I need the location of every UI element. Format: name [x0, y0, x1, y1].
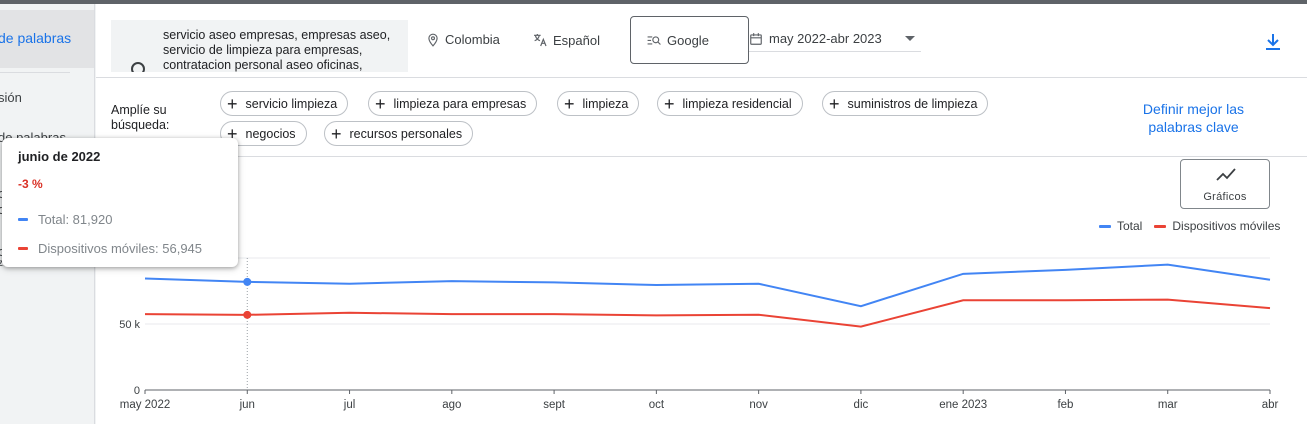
- x-tick-label: nov: [749, 399, 768, 411]
- chip-label: recursos personales: [349, 126, 463, 141]
- engine-label: Google: [667, 33, 709, 48]
- x-tick-label: feb: [1057, 399, 1073, 411]
- legend-label: Dispositivos móviles: [1172, 219, 1281, 233]
- chevron-down-icon: [905, 36, 915, 41]
- series-line-mobile: [144, 298, 1271, 328]
- tooltip-value: Dispositivos móviles: 56,945: [38, 241, 203, 256]
- tooltip-value: Total: 81,920: [38, 212, 113, 227]
- x-tick-label: abr: [1262, 399, 1279, 411]
- refine-keywords-link[interactable]: Definir mejor las palabras clave: [1142, 101, 1245, 135]
- date-range-label: may 2022-abr 2023: [769, 31, 882, 46]
- legend-swatch: [1154, 225, 1167, 229]
- chip-limpieza[interactable]: + limpieza: [557, 91, 640, 116]
- location-pin-icon: [428, 33, 438, 47]
- chart-tooltip: junio de 2022 -3 % Total: 81,920 Disposi…: [2, 138, 238, 267]
- chip-label: limpieza para empresas: [393, 96, 527, 111]
- graficos-label: Gráficos: [1203, 191, 1247, 203]
- x-tick-label: dic: [854, 399, 869, 411]
- search-engine-icon: [647, 35, 661, 45]
- y-tick-label: 0: [134, 385, 140, 397]
- tooltip-row-total: Total: 81,920: [18, 212, 112, 227]
- translate-icon: [534, 34, 547, 47]
- download-icon[interactable]: [1261, 30, 1285, 54]
- tooltip-swatch: [18, 247, 28, 250]
- chip-limpieza-residencial[interactable]: + limpieza residencial: [657, 91, 803, 116]
- sidebar-item-label: de palabras: [0, 30, 72, 46]
- search-icon: [131, 62, 145, 72]
- tooltip-row-mobile: Dispositivos móviles: 56,945: [18, 241, 202, 256]
- location-label: Colombia: [445, 32, 500, 47]
- legend-swatch: [1099, 225, 1111, 229]
- chip-label: negocios: [245, 126, 296, 141]
- refine-label: Amplíe su búsqueda:: [111, 103, 170, 132]
- plus-icon: +: [227, 123, 238, 144]
- x-tick-label: jul: [343, 399, 356, 411]
- chip-limpieza-para-empresas[interactable]: + limpieza para empresas: [368, 91, 538, 116]
- chip-label: limpieza residencial: [682, 96, 792, 111]
- top-bar: [0, 0, 1307, 4]
- language-label: Español: [553, 32, 600, 48]
- graficos-button[interactable]: Gráficos: [1180, 159, 1270, 209]
- chip-label: limpieza: [582, 96, 629, 111]
- x-tick-label: ago: [442, 399, 461, 411]
- engine-selector[interactable]: Google: [630, 16, 749, 64]
- x-tick-label: sept: [543, 399, 566, 411]
- plus-icon: +: [564, 93, 575, 114]
- series-point-highlight: [243, 310, 252, 319]
- chip-label: servicio limpieza: [245, 96, 338, 111]
- x-tick-label: jun: [239, 399, 255, 411]
- location-selector[interactable]: Colombia: [426, 32, 500, 47]
- tooltip-change: -3 %: [18, 177, 43, 191]
- x-tick-label: may 2022: [120, 399, 171, 411]
- chip-suministros-de-limpieza[interactable]: + suministros de limpieza: [822, 91, 989, 116]
- plus-icon: +: [331, 123, 342, 144]
- plus-icon: +: [664, 93, 675, 114]
- line-chart-icon: [1216, 168, 1236, 181]
- search-header: servicio aseo empresas, empresas aseo, s…: [96, 4, 1307, 78]
- keyword-text: servicio aseo empresas, empresas aseo, s…: [163, 28, 391, 72]
- main-panel: servicio aseo empresas, empresas aseo, s…: [96, 4, 1307, 424]
- y-tick-label: 50 k: [119, 319, 140, 331]
- calendar-icon: [750, 32, 762, 45]
- keyword-input[interactable]: servicio aseo empresas, empresas aseo, s…: [111, 20, 408, 72]
- plus-icon: +: [375, 93, 386, 114]
- sidebar-item[interactable]: sión: [0, 90, 22, 105]
- line-chart[interactable]: 0 50 k may 2022 jun jul ago sept oct nov dic ene 2…: [96, 158, 1307, 424]
- legend-item-total[interactable]: Total: [1099, 219, 1142, 233]
- x-tick-label: mar: [1158, 399, 1178, 411]
- x-tick-label: oct: [649, 399, 665, 411]
- language-selector[interactable]: Español: [532, 32, 600, 48]
- chart-legend: Total Dispositivos móviles: [1099, 219, 1280, 233]
- chip-label: suministros de limpieza: [847, 96, 978, 111]
- refine-search-bar: Amplíe su búsqueda: + servicio limpieza …: [96, 79, 1307, 157]
- plus-icon: +: [829, 93, 840, 114]
- chip-recursos-personales[interactable]: + recursos personales: [324, 121, 474, 146]
- series-line-total: [144, 263, 1271, 308]
- chart-area: Gráficos Total Dispositivos móviles 0 50 …: [96, 158, 1307, 424]
- tooltip-title: junio de 2022: [18, 149, 101, 164]
- sidebar-divider: [0, 72, 70, 73]
- plus-icon: +: [227, 93, 238, 114]
- tooltip-swatch: [18, 218, 28, 221]
- chip-servicio-limpieza[interactable]: + servicio limpieza: [220, 91, 349, 116]
- date-range-selector[interactable]: may 2022-abr 2023: [749, 26, 921, 52]
- sidebar-item-active[interactable]: de palabras: [0, 10, 94, 68]
- x-tick-label: ene 2023: [939, 399, 987, 411]
- legend-item-mobile[interactable]: Dispositivos móviles: [1154, 219, 1280, 233]
- series-point-highlight: [243, 277, 252, 286]
- legend-label: Total: [1117, 219, 1143, 233]
